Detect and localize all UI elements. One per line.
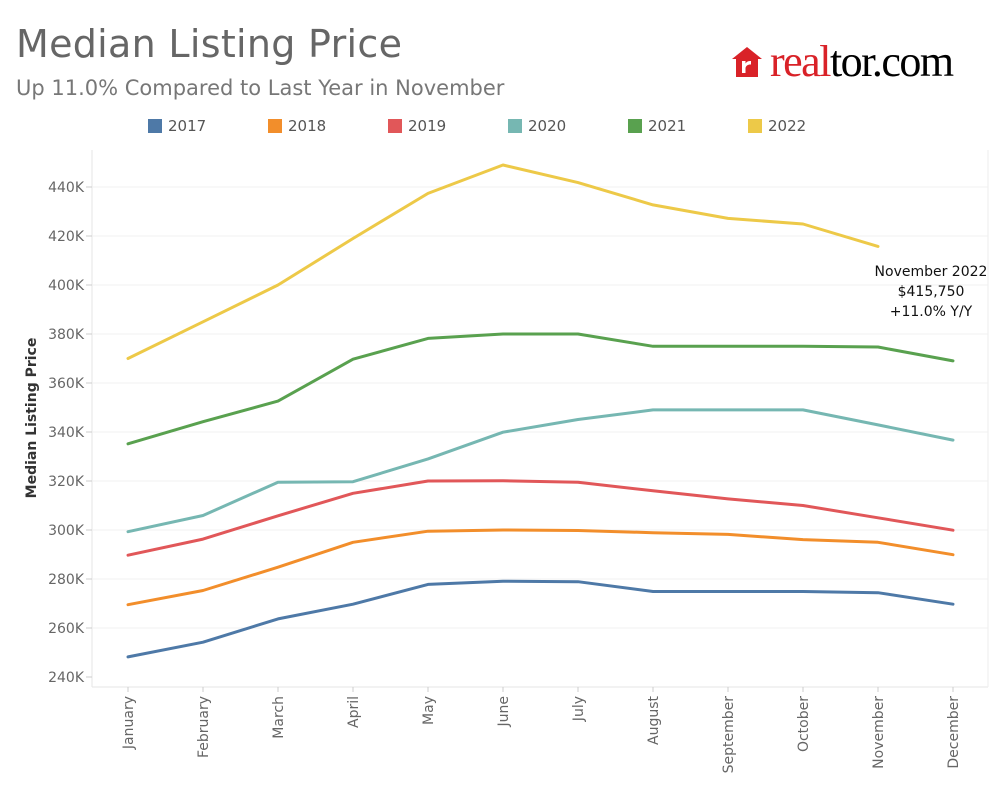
x-tick-label: July	[571, 696, 587, 722]
legend-swatch	[388, 119, 402, 133]
series-line-2019[interactable]	[126, 479, 955, 557]
x-tick-label: June	[496, 696, 512, 728]
series-line-2021[interactable]	[126, 332, 955, 446]
y-tick-label: 240K	[48, 670, 85, 686]
legend-swatch	[628, 119, 642, 133]
x-tick-label: August	[646, 695, 662, 745]
y-tick-label: 300K	[48, 523, 85, 539]
y-axis-ticks: 240K 260K 280K 300K 320K 340K 360K 380K 400K 420K…	[48, 180, 92, 686]
annotation-change: +11.0% Y/Y	[890, 304, 973, 320]
x-tick-label: February	[196, 696, 212, 758]
realtor-logo[interactable]: realtor.com	[730, 37, 954, 86]
y-tick-label: 420K	[48, 229, 85, 245]
legend-label: 2021	[648, 117, 687, 135]
logo-text-real: real	[770, 37, 831, 86]
y-tick-label: 280K	[48, 572, 85, 588]
annotation-date: November 2022	[875, 264, 988, 280]
x-tick-label: November	[871, 696, 887, 769]
x-tick-label: May	[421, 696, 437, 725]
legend-item-2018[interactable]: 2018	[268, 117, 388, 135]
legend-label: 2018	[288, 117, 327, 135]
legend-swatch	[508, 119, 522, 133]
page-title: Median Listing Price	[16, 22, 403, 66]
series-line-2022[interactable]	[126, 163, 880, 360]
legend-item-2019[interactable]: 2019	[388, 117, 508, 135]
realtor-r-house-icon	[732, 47, 762, 77]
legend-label: 2022	[768, 117, 807, 135]
x-tick-label: April	[346, 696, 362, 728]
series-line-2018[interactable]	[126, 528, 955, 607]
y-tick-label: 440K	[48, 180, 85, 196]
x-tick-label: September	[721, 696, 737, 774]
legend-swatch	[268, 119, 282, 133]
legend-item-2017[interactable]: 2017	[148, 117, 268, 135]
legend-label: 2017	[168, 117, 207, 135]
y-axis-title: Median Listing Price	[24, 338, 40, 499]
y-tick-label: 320K	[48, 474, 85, 490]
y-tick-label: 400K	[48, 278, 85, 294]
x-axis-ticks: January February March April May June July Augu…	[121, 687, 962, 773]
legend-label: 2020	[528, 117, 567, 135]
y-tick-label: 260K	[48, 621, 85, 637]
legend-label: 2019	[408, 117, 447, 135]
annotation-value: $415,750	[898, 284, 965, 300]
legend-item-2020[interactable]: 2020	[508, 117, 628, 135]
x-tick-label: October	[796, 696, 812, 752]
series-line-2020[interactable]	[126, 408, 955, 534]
legend-swatch	[148, 119, 162, 133]
y-tick-label: 380K	[48, 327, 85, 343]
x-tick-label: January	[121, 696, 137, 750]
chart-legend: 2017 2018 2019 2020 2021 2022	[148, 117, 868, 135]
x-tick-label: December	[946, 696, 962, 769]
logo-text-rest: tor.com	[829, 37, 954, 86]
page-subtitle: Up 11.0% Compared to Last Year in Novemb…	[16, 76, 505, 100]
legend-item-2021[interactable]: 2021	[628, 117, 748, 135]
legend-item-2022[interactable]: 2022	[748, 117, 868, 135]
chart-annotation: November 2022 $415,750 +11.0% Y/Y	[875, 264, 988, 320]
y-tick-label: 340K	[48, 425, 85, 441]
y-tick-label: 360K	[48, 376, 85, 392]
x-tick-label: March	[271, 696, 287, 739]
series-line-2017[interactable]	[126, 579, 955, 659]
series-lines	[126, 163, 955, 659]
legend-swatch	[748, 119, 762, 133]
